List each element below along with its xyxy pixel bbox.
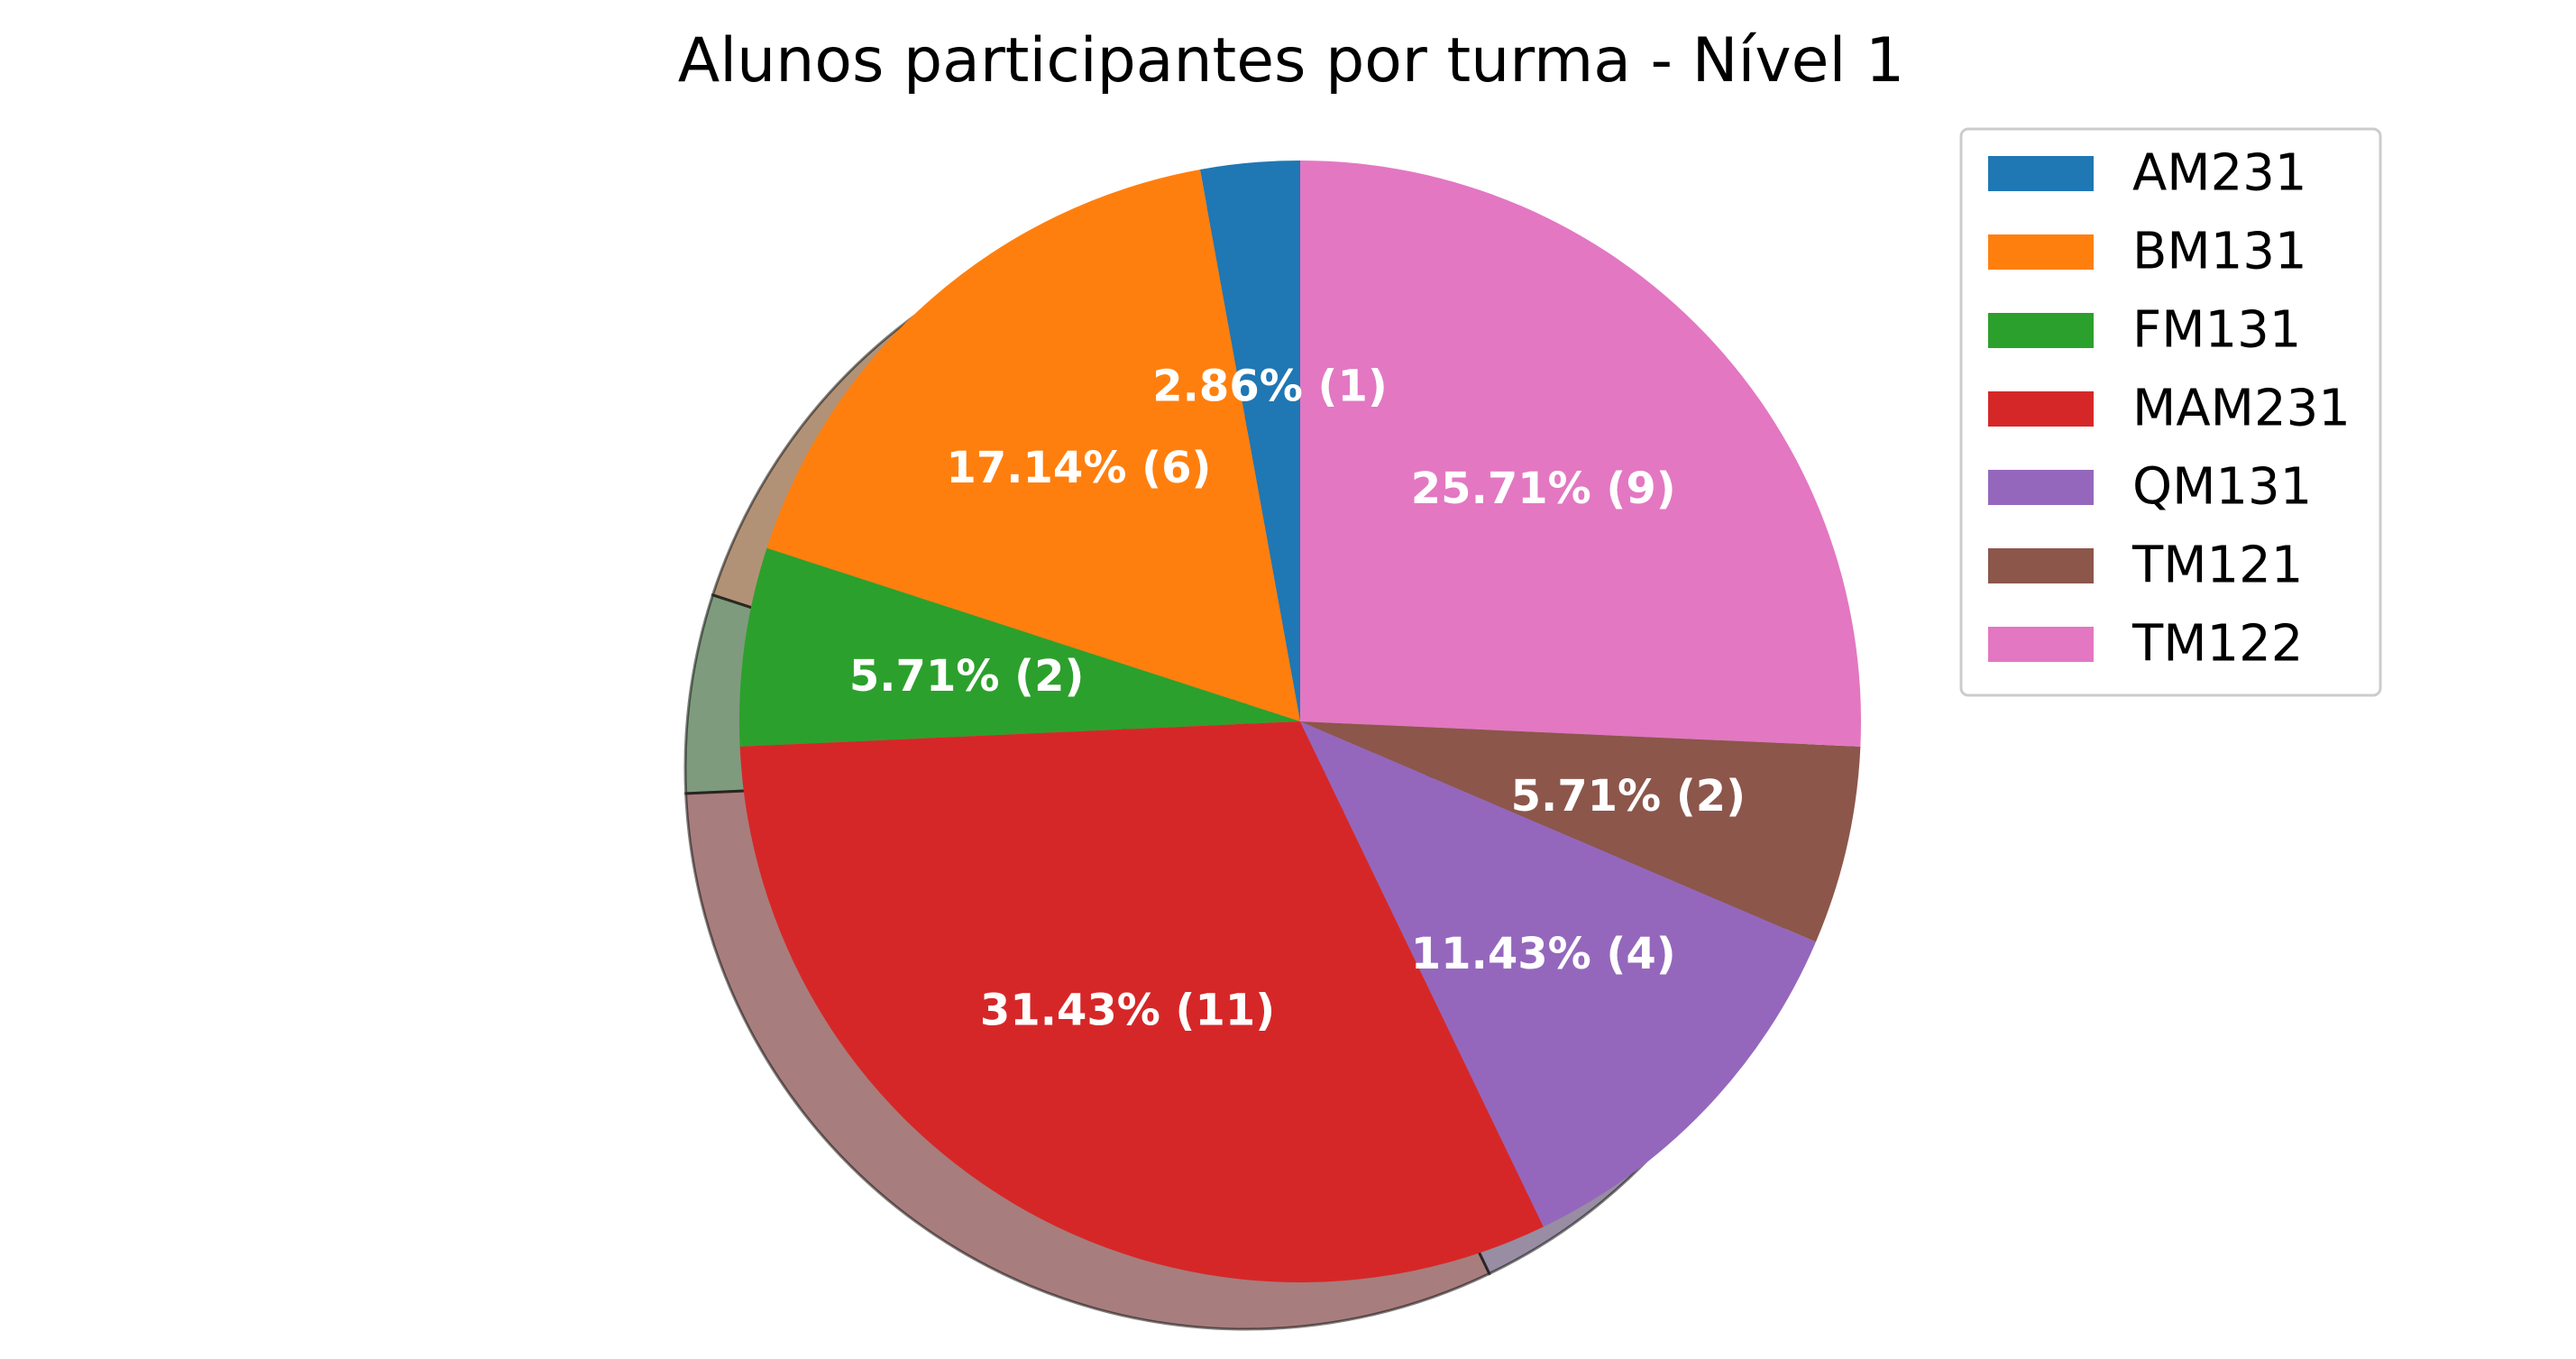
legend-label-mam231: MAM231 [2132, 380, 2351, 438]
slice-label-mam231: 31.43% (11) [980, 985, 1275, 1035]
pie-slice-labels: 2.86% (1) 17.14% (6) 5.71% (2) 31.43% (11) 1… [849, 361, 1746, 1035]
slice-fm131 [739, 547, 1300, 747]
slice-label-bm131: 17.14% (6) [947, 443, 1212, 493]
pie-slices [739, 160, 1862, 1282]
legend: AM231 BM131 FM131 MAM231 QM131 TM121 TM122 [1959, 127, 2382, 697]
slice-label-qm131: 11.43% (4) [1411, 929, 1676, 979]
legend-swatch-tm122 [1988, 627, 2094, 662]
legend-label-tm121: TM121 [2131, 537, 2303, 595]
slice-am231 [1199, 161, 1300, 721]
legend-label-am231: AM231 [2132, 144, 2307, 203]
legend-swatch-fm131 [1988, 313, 2094, 348]
legend-swatch-tm121 [1988, 548, 2094, 583]
chart-title: Alunos participantes por turma - Nível 1 [678, 25, 1905, 96]
legend-label-qm131: QM131 [2132, 458, 2312, 517]
slice-qm131 [1300, 721, 1816, 1227]
legend-label-bm131: BM131 [2132, 223, 2307, 281]
slice-label-am231: 2.86% (1) [1152, 361, 1388, 411]
legend-swatch-mam231 [1988, 391, 2094, 427]
legend-swatch-am231 [1988, 156, 2094, 191]
legend-swatch-bm131 [1988, 234, 2094, 270]
slice-mam231 [739, 721, 1544, 1282]
legend-label-tm122: TM122 [2131, 615, 2303, 674]
slice-tm121 [1300, 721, 1861, 942]
slice-tm122 [1300, 160, 1862, 747]
slice-label-fm131: 5.71% (2) [849, 651, 1085, 702]
slice-bm131 [766, 169, 1300, 721]
slice-label-tm122: 25.71% (9) [1411, 464, 1676, 514]
slice-label-tm121: 5.71% (2) [1511, 771, 1746, 822]
legend-swatch-qm131 [1988, 470, 2094, 505]
legend-label-fm131: FM131 [2132, 301, 2301, 360]
